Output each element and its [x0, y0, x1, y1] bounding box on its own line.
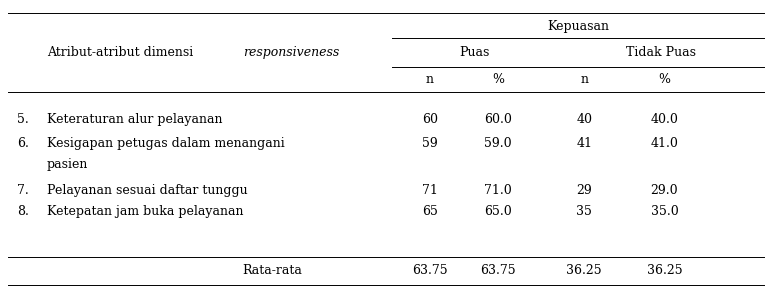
Text: 40: 40 — [576, 113, 592, 126]
Text: 59: 59 — [422, 137, 438, 150]
Text: 29: 29 — [577, 184, 592, 197]
Text: 41: 41 — [576, 137, 592, 150]
Text: responsiveness: responsiveness — [243, 46, 340, 59]
Text: %: % — [492, 73, 504, 86]
Text: Pelayanan sesuai daftar tunggu: Pelayanan sesuai daftar tunggu — [47, 184, 248, 197]
Text: pasien: pasien — [47, 158, 89, 171]
Text: Atribut-atribut dimensi: Atribut-atribut dimensi — [47, 46, 198, 59]
Text: 7.: 7. — [17, 184, 29, 197]
Text: 71.0: 71.0 — [484, 184, 512, 197]
Text: 65.0: 65.0 — [484, 205, 512, 218]
Text: 40.0: 40.0 — [651, 113, 679, 126]
Text: 36.25: 36.25 — [567, 264, 602, 277]
Text: 60: 60 — [422, 113, 438, 126]
Text: 6.: 6. — [17, 137, 29, 150]
Text: 35: 35 — [576, 205, 592, 218]
Text: 29.0: 29.0 — [651, 184, 679, 197]
Text: 63.75: 63.75 — [480, 264, 516, 277]
Text: 35.0: 35.0 — [651, 205, 679, 218]
Text: 60.0: 60.0 — [484, 113, 512, 126]
Text: Tidak Puas: Tidak Puas — [625, 46, 696, 59]
Text: Kesigapan petugas dalam menangani: Kesigapan petugas dalam menangani — [47, 137, 285, 150]
Text: 8.: 8. — [17, 205, 29, 218]
Text: Kepuasan: Kepuasan — [547, 20, 609, 33]
Text: 65: 65 — [422, 205, 438, 218]
Text: 36.25: 36.25 — [647, 264, 682, 277]
Text: Rata-rata: Rata-rata — [242, 264, 303, 277]
Text: Ketepatan jam buka pelayanan: Ketepatan jam buka pelayanan — [47, 205, 243, 218]
Text: Keteraturan alur pelayanan: Keteraturan alur pelayanan — [47, 113, 222, 126]
Text: n: n — [426, 73, 434, 86]
Text: 59.0: 59.0 — [484, 137, 512, 150]
Text: 41.0: 41.0 — [651, 137, 679, 150]
Text: 71: 71 — [422, 184, 438, 197]
Text: 63.75: 63.75 — [412, 264, 448, 277]
Text: Atribut-atribut dimensi responsiveness: Atribut-atribut dimensi responsiveness — [47, 46, 293, 59]
Text: 5.: 5. — [17, 113, 29, 126]
Text: n: n — [581, 73, 588, 86]
Text: Puas: Puas — [459, 46, 489, 59]
Text: %: % — [659, 73, 670, 86]
